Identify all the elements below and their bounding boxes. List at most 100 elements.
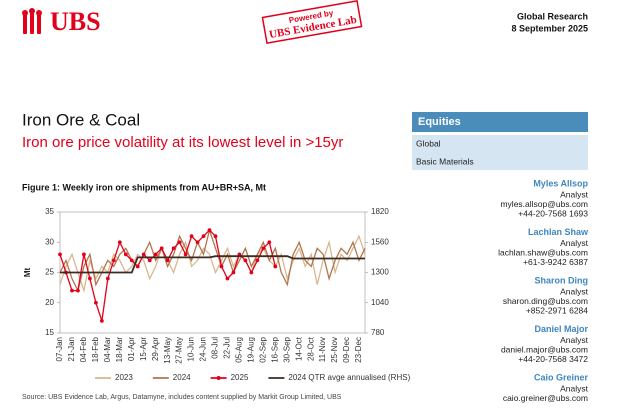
series-marker xyxy=(243,258,248,263)
x-tick-label: 02-Sep xyxy=(258,336,267,362)
series-marker xyxy=(183,252,188,257)
series-marker xyxy=(76,288,80,293)
series-marker xyxy=(153,252,158,257)
y2-tick-label: 1820 xyxy=(371,207,389,216)
analyst-email: caio.greiner@ubs.com xyxy=(503,393,588,403)
series-line xyxy=(60,255,365,274)
x-tick-label: 28-Oct xyxy=(306,336,315,361)
series-marker xyxy=(249,270,254,275)
y2-tick-label: 1040 xyxy=(371,298,389,307)
series-marker xyxy=(189,234,194,239)
series-marker xyxy=(129,258,134,263)
y2-tick-label: 1300 xyxy=(371,268,389,277)
x-tick-label: 18-Mar xyxy=(115,337,124,363)
x-tick-label: 16-Sep xyxy=(270,336,279,362)
series-marker xyxy=(82,252,86,257)
x-tick-label: 30-Sep xyxy=(282,336,291,362)
analyst-phone: +44-20-7568 1693 xyxy=(518,208,588,218)
title: Iron Ore & Coal xyxy=(22,110,140,129)
date: 8 September 2025 xyxy=(511,23,588,33)
series-marker xyxy=(165,258,170,263)
x-tick-label: 10-Jun xyxy=(187,337,196,361)
x-tick-label: 29-Apr xyxy=(151,337,160,361)
x-tick-label: 01-Apr xyxy=(127,337,136,361)
analyst-name: Caio Greiner xyxy=(534,372,589,382)
analyst-email: myles.allsop@ubs.com xyxy=(500,199,588,209)
logo xyxy=(22,8,42,34)
sidebar-heading-bg xyxy=(412,112,588,132)
analyst-name: Myles Allsop xyxy=(533,178,588,188)
analyst-email: sharon.ding@ubs.com xyxy=(503,296,588,306)
series-marker xyxy=(105,276,110,281)
series-marker xyxy=(255,258,260,263)
series-marker xyxy=(135,264,140,269)
series-marker xyxy=(159,246,164,251)
legend-marker xyxy=(216,376,221,380)
analyst-role: Analyst xyxy=(560,335,589,345)
series-marker xyxy=(93,300,98,305)
series-marker xyxy=(147,258,152,263)
x-tick-label: 18-Feb xyxy=(91,336,100,362)
x-tick-label: 19-Aug xyxy=(246,337,255,363)
x-tick-label: 14-Oct xyxy=(294,336,303,361)
x-tick-label: 23-Dec xyxy=(354,337,363,363)
series-marker xyxy=(201,234,206,239)
x-tick-label: 15-Apr xyxy=(139,337,148,361)
x-tick-label: 08-Jul xyxy=(211,337,220,359)
y-tick-label: 15 xyxy=(45,328,54,337)
analyst-role: Analyst xyxy=(560,286,589,296)
sidebar-heading: Equities xyxy=(418,116,461,128)
y2-tick-label: 1560 xyxy=(371,237,389,246)
analyst-name: Lachlan Shaw xyxy=(528,227,589,237)
sidebar-sector: Basic Materials xyxy=(416,156,474,166)
sidebar-box xyxy=(412,135,588,170)
y2-tick-label: 780 xyxy=(371,328,385,337)
x-tick-label: 22-Jul xyxy=(223,337,232,359)
x-tick-label: 13-May xyxy=(163,337,172,364)
subtitle: Iron ore price volatility at its lowest … xyxy=(22,134,343,151)
logo-text: UBS xyxy=(50,7,101,36)
analyst-role: Analyst xyxy=(560,383,589,393)
x-tick-label: 04-Mar xyxy=(103,337,112,363)
series-marker xyxy=(117,240,122,245)
series-marker xyxy=(261,246,266,251)
analyst-name: Sharon Ding xyxy=(535,275,589,285)
legend-label: 2025 xyxy=(231,373,249,382)
x-tick-label: 25-Nov xyxy=(330,337,339,363)
legend-label: 2024 xyxy=(173,373,191,382)
analyst-email: daniel.major@ubs.com xyxy=(501,344,588,354)
legend-label: 2023 xyxy=(115,373,133,382)
series-marker xyxy=(225,276,230,281)
source: Source: UBS Evidence Lab, Argus, Datamyn… xyxy=(22,394,342,401)
series-marker xyxy=(207,228,212,233)
x-tick-label: 24-Jun xyxy=(199,337,208,361)
analyst-phone: +44-20-7568 3472 xyxy=(518,354,588,364)
x-tick-label: 04-Feb xyxy=(79,336,88,362)
sidebar-region: Global xyxy=(416,138,441,148)
y-tick-label: 20 xyxy=(45,298,54,307)
analyst-phone: +852-2971 6284 xyxy=(526,305,588,315)
series-marker xyxy=(231,270,236,275)
series-marker xyxy=(219,264,224,269)
series-marker xyxy=(177,240,182,245)
analysts: Myles AllsopAnalystmyles.allsop@ubs.com+… xyxy=(498,178,589,402)
y-tick-label: 25 xyxy=(45,268,54,277)
y-tick-label: 35 xyxy=(45,207,54,216)
series-marker xyxy=(70,288,74,293)
series-marker xyxy=(213,234,218,239)
series-line xyxy=(59,227,366,293)
y-tick-label: 30 xyxy=(45,237,54,246)
x-tick-label: 11-Nov xyxy=(318,337,327,362)
analyst-role: Analyst xyxy=(560,238,589,248)
x-tick-label: 05-Aug xyxy=(235,337,244,363)
analyst-role: Analyst xyxy=(560,189,589,199)
x-tick-label: 27-May xyxy=(175,337,184,364)
series-marker xyxy=(111,258,116,263)
figure-title: Figure 1: Weekly iron ore shipments from… xyxy=(22,182,266,192)
series-marker xyxy=(237,252,242,257)
series-marker xyxy=(267,240,272,245)
series-marker xyxy=(123,252,128,257)
analyst-email: lachlan.shaw@ubs.com xyxy=(498,247,588,257)
analyst-phone: +61-3-9242 6387 xyxy=(523,257,588,267)
